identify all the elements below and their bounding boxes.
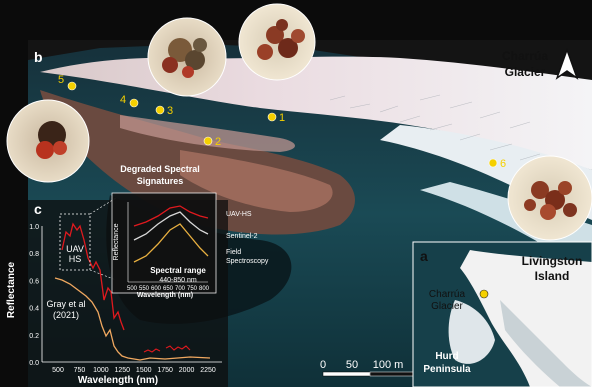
north-arrow-icon (555, 47, 579, 80)
panel-a-glacier-line1: Charrúa (429, 289, 466, 300)
panel-b-letter: b (34, 49, 43, 65)
inset-x-tick: 600 (151, 286, 162, 292)
micrograph-left (6, 99, 90, 183)
island-line2: Island (535, 269, 570, 283)
gray-label-line2: (2021) (53, 310, 79, 320)
panel-a-glacier-line2: Glacier (431, 301, 463, 312)
svg-text:3: 3 (167, 105, 173, 117)
inset-x-tick: 800 (199, 286, 210, 292)
crevasses (329, 94, 541, 161)
svg-text:4: 4 (120, 94, 126, 106)
chart-y-tick: 0.2 (29, 333, 39, 340)
inset-x-tick: 700 (175, 286, 186, 292)
inset-range-line1: Spectral range (150, 266, 206, 275)
island-line1: Livingston (522, 254, 583, 268)
inset-title-line2: Signatures (137, 176, 184, 186)
uav-hs-spectrum-tail-b (165, 345, 191, 351)
inset-uav-hs-curve (133, 205, 209, 227)
peninsula-line1: Hurd (435, 351, 458, 362)
chart-x-tick: 1500 (136, 367, 152, 374)
inset-x-tick: 550 (139, 286, 150, 292)
uav-label-line2: HS (69, 254, 82, 264)
micrograph-top-right (238, 3, 316, 81)
uav-hs-spectrum-tail-a (143, 348, 161, 353)
uav-hs-spectrum (61, 222, 125, 331)
site-marker-6: 6 (488, 158, 506, 170)
chart-y-tick: 1.0 (29, 224, 39, 231)
inset-title-line1: Degraded Spectral (120, 164, 200, 174)
scale-tick-50: 50 (346, 359, 358, 371)
scale-tick-100: 100 m (373, 359, 404, 371)
panel-a-site-marker (479, 289, 489, 299)
gray-label-line1: Gray et al (46, 299, 85, 309)
inset-legend-uav: UAV-HS (226, 211, 252, 218)
scale-tick-0: 0 (320, 359, 326, 371)
inset-y-axis-label: Reflectance (113, 223, 120, 260)
inset-sentinel-2-curve (133, 211, 209, 241)
site-marker-3: 3 (155, 105, 173, 117)
panel-c-letter: c (34, 201, 42, 217)
chart-x-tick: 1250 (114, 367, 130, 374)
uav-label-line1: UAV (66, 244, 84, 254)
red-snow-patch (180, 150, 333, 212)
glacier-name-line2: Glacier (505, 65, 546, 79)
site-marker-1: 1 (267, 112, 285, 124)
site-marker-4: 4 (120, 94, 139, 108)
chart-y-tick: 0.0 (29, 360, 39, 367)
inset-x-tick: 750 (187, 286, 198, 292)
scale-bar: 0 50 100 m (320, 359, 418, 377)
zoom-box (59, 213, 91, 271)
chart-y-tick: 0.8 (29, 251, 39, 258)
gray-2021-spectrum (54, 277, 211, 361)
inset-x-tick: 500 (127, 286, 138, 292)
inset-legend-spectroscopy: Spectroscopy (226, 258, 269, 265)
pink-ice-band (120, 115, 295, 152)
chart-x-tick: 1750 (157, 367, 173, 374)
svg-text:2: 2 (215, 136, 221, 148)
svg-text:1: 1 (279, 112, 285, 124)
inset-axes: 500 550 600 650 700 750 800 (127, 202, 210, 292)
chart-axes: 1.0 0.8 0.6 0.4 0.2 0.0 500 750 1000 1250 1500 1750… (29, 224, 222, 374)
svg-text:6: 6 (500, 158, 506, 170)
panel-a-frame (412, 241, 592, 387)
inset-legend-field: Field (226, 249, 241, 256)
glacier-name-line1: Charrúa (502, 49, 548, 63)
chart-y-axis-label: Reflectance (6, 261, 17, 318)
chart-x-axis-label: Wavelength (nm) (78, 375, 158, 386)
micrograph-right (507, 155, 592, 241)
chart-x-tick: 2000 (179, 367, 195, 374)
chart-x-tick: 750 (74, 367, 86, 374)
chart-x-tick: 1000 (93, 367, 109, 374)
inset-range-line2: 440-850 nm (159, 277, 197, 284)
snowfield-lower (420, 182, 592, 260)
site-marker-5: 5 (58, 74, 77, 91)
inset-chart: Degraded Spectral Signatures 500 550 600 65… (111, 164, 269, 299)
inset-field-spectroscopy-curve (133, 223, 209, 263)
peninsula-line2: Peninsula (423, 364, 471, 375)
micrograph-top-left (147, 17, 227, 97)
inset-legend-sentinel: Sentinel-2 (226, 233, 258, 240)
inset-x-axis-label: Wavelength (nm) (137, 292, 193, 299)
chart-x-tick: 2250 (200, 367, 216, 374)
panel-a-letter: a (420, 248, 428, 264)
chart-y-tick: 0.4 (29, 306, 39, 313)
inset-x-tick: 650 (163, 286, 174, 292)
svg-text:5: 5 (58, 74, 64, 86)
site-marker-2: 2 (203, 136, 221, 148)
panel-a (413, 242, 592, 387)
chart-x-tick: 500 (52, 367, 64, 374)
chart-y-tick: 0.6 (29, 278, 39, 285)
